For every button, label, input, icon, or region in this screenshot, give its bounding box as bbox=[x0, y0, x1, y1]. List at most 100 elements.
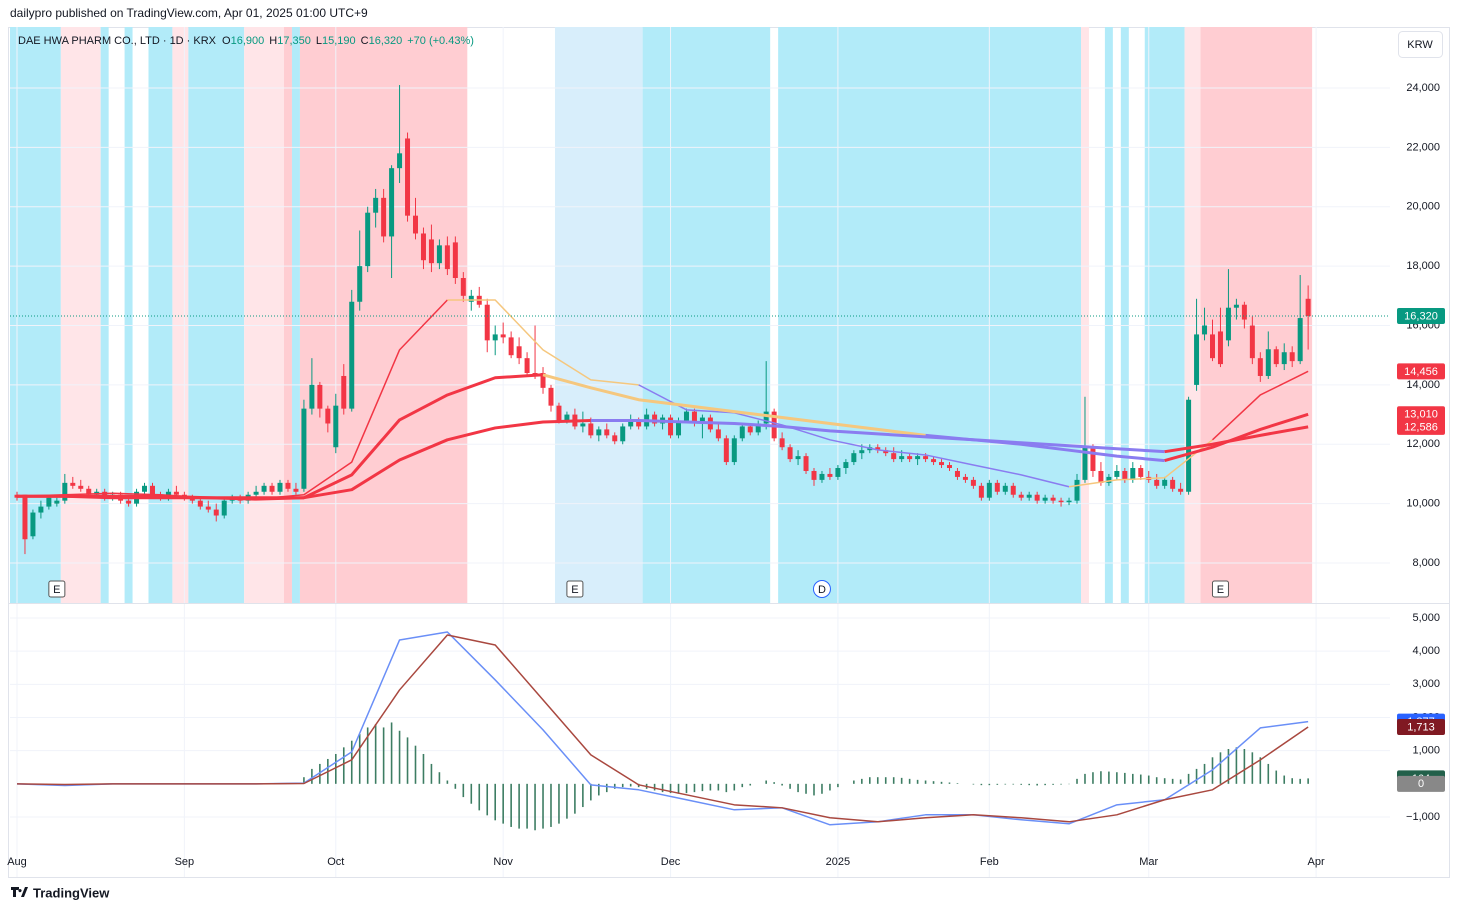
value-tag bbox=[1397, 308, 1445, 325]
value-tag bbox=[1397, 406, 1445, 423]
candle-body bbox=[899, 456, 905, 460]
currency-button[interactable] bbox=[1398, 31, 1443, 58]
background-band bbox=[778, 27, 1081, 603]
background-bands bbox=[10, 27, 1313, 603]
candle-body bbox=[269, 485, 275, 492]
candle-body bbox=[444, 245, 450, 270]
candle-body bbox=[436, 245, 442, 264]
legend-change: +70 (+0.43%) bbox=[407, 35, 474, 47]
candle-body bbox=[827, 473, 833, 477]
candle-body bbox=[484, 304, 490, 341]
candle-body bbox=[1305, 298, 1311, 317]
logo-text: TradingView bbox=[33, 885, 110, 900]
candle-body bbox=[1265, 349, 1271, 376]
candle-body bbox=[1170, 479, 1176, 489]
candle-body bbox=[1257, 358, 1263, 376]
candle-body bbox=[883, 450, 889, 454]
candle-body bbox=[564, 414, 570, 421]
legend-value: 16,320 bbox=[369, 35, 403, 47]
candle-body bbox=[931, 459, 937, 463]
candle-body bbox=[285, 482, 291, 489]
candle-body bbox=[668, 417, 674, 436]
candle-body bbox=[428, 239, 434, 264]
candle-body bbox=[1241, 304, 1247, 320]
candle-body bbox=[970, 479, 976, 486]
y-tick-label: 1,000 bbox=[1412, 745, 1440, 757]
candle-body bbox=[413, 215, 418, 234]
event-marker bbox=[812, 580, 831, 598]
candle-body bbox=[1130, 468, 1136, 480]
value-tag bbox=[1397, 719, 1445, 736]
candle-body bbox=[1194, 334, 1200, 385]
background-band bbox=[100, 27, 109, 603]
candle-body bbox=[508, 337, 514, 356]
candle-body bbox=[1281, 352, 1287, 365]
candle-body bbox=[1082, 447, 1088, 480]
candle-body bbox=[1034, 494, 1040, 501]
candle-body bbox=[731, 438, 737, 463]
background-band bbox=[299, 27, 468, 603]
value-tag-label: 14,456 bbox=[1404, 366, 1438, 378]
candle-body bbox=[691, 411, 697, 424]
candle-body bbox=[1273, 349, 1279, 365]
candle-body bbox=[325, 408, 331, 424]
y-tick-label: 24,000 bbox=[1406, 82, 1440, 94]
candle-body bbox=[1249, 325, 1255, 359]
candle-body bbox=[293, 488, 299, 492]
candle-body bbox=[253, 491, 259, 495]
background-band bbox=[283, 27, 292, 603]
candle-body bbox=[676, 420, 682, 436]
candle-body bbox=[1289, 352, 1295, 362]
candle-body bbox=[492, 334, 498, 341]
candle-body bbox=[859, 450, 865, 454]
background-band bbox=[1104, 27, 1113, 603]
candle-body bbox=[173, 491, 179, 495]
candle-body bbox=[763, 411, 769, 424]
candle-body bbox=[954, 470, 960, 477]
candle-body bbox=[1217, 331, 1223, 365]
candle-body bbox=[588, 423, 594, 436]
background-band bbox=[244, 27, 284, 603]
candle-body bbox=[652, 414, 658, 424]
event-label: E bbox=[53, 584, 60, 596]
background-band bbox=[1080, 27, 1089, 603]
candle-body bbox=[1066, 500, 1072, 503]
candle-body bbox=[1162, 479, 1168, 486]
background-band bbox=[148, 27, 173, 603]
candle-body bbox=[381, 197, 387, 237]
background-band bbox=[1144, 27, 1185, 603]
event-marker bbox=[48, 580, 66, 598]
y-tick-label: 3,000 bbox=[1412, 678, 1440, 690]
candle-body bbox=[205, 506, 211, 510]
value-tag-label: 12,586 bbox=[1404, 421, 1438, 433]
x-tick-label: Aug bbox=[7, 856, 27, 868]
candle-body bbox=[333, 405, 339, 448]
candle-body bbox=[739, 426, 745, 439]
currency-label[interactable]: KRW bbox=[1407, 39, 1433, 51]
candle-body bbox=[747, 426, 753, 433]
candle-body bbox=[1233, 304, 1239, 308]
candle-body bbox=[22, 494, 28, 540]
value-tag-label: 13,010 bbox=[1404, 409, 1438, 421]
candle-body bbox=[54, 500, 60, 504]
y-tick-label: 12,000 bbox=[1406, 438, 1440, 450]
candle-body bbox=[604, 429, 610, 436]
candle-body bbox=[612, 435, 618, 442]
candle-body bbox=[907, 456, 913, 460]
candle-body bbox=[1114, 470, 1120, 477]
candle-body bbox=[317, 384, 323, 409]
candle-body bbox=[397, 153, 403, 169]
background-band bbox=[10, 27, 61, 603]
background-band bbox=[642, 27, 771, 603]
value-tag bbox=[1397, 363, 1445, 380]
candle-body bbox=[620, 426, 626, 442]
background-band bbox=[1200, 27, 1313, 603]
candle-body bbox=[1154, 479, 1160, 486]
candle-body bbox=[1210, 334, 1215, 359]
candle-body bbox=[78, 485, 84, 489]
candle-body bbox=[548, 387, 554, 406]
background-band bbox=[1184, 27, 1201, 603]
candle-body bbox=[405, 138, 411, 216]
x-tick-label: Oct bbox=[327, 856, 344, 868]
